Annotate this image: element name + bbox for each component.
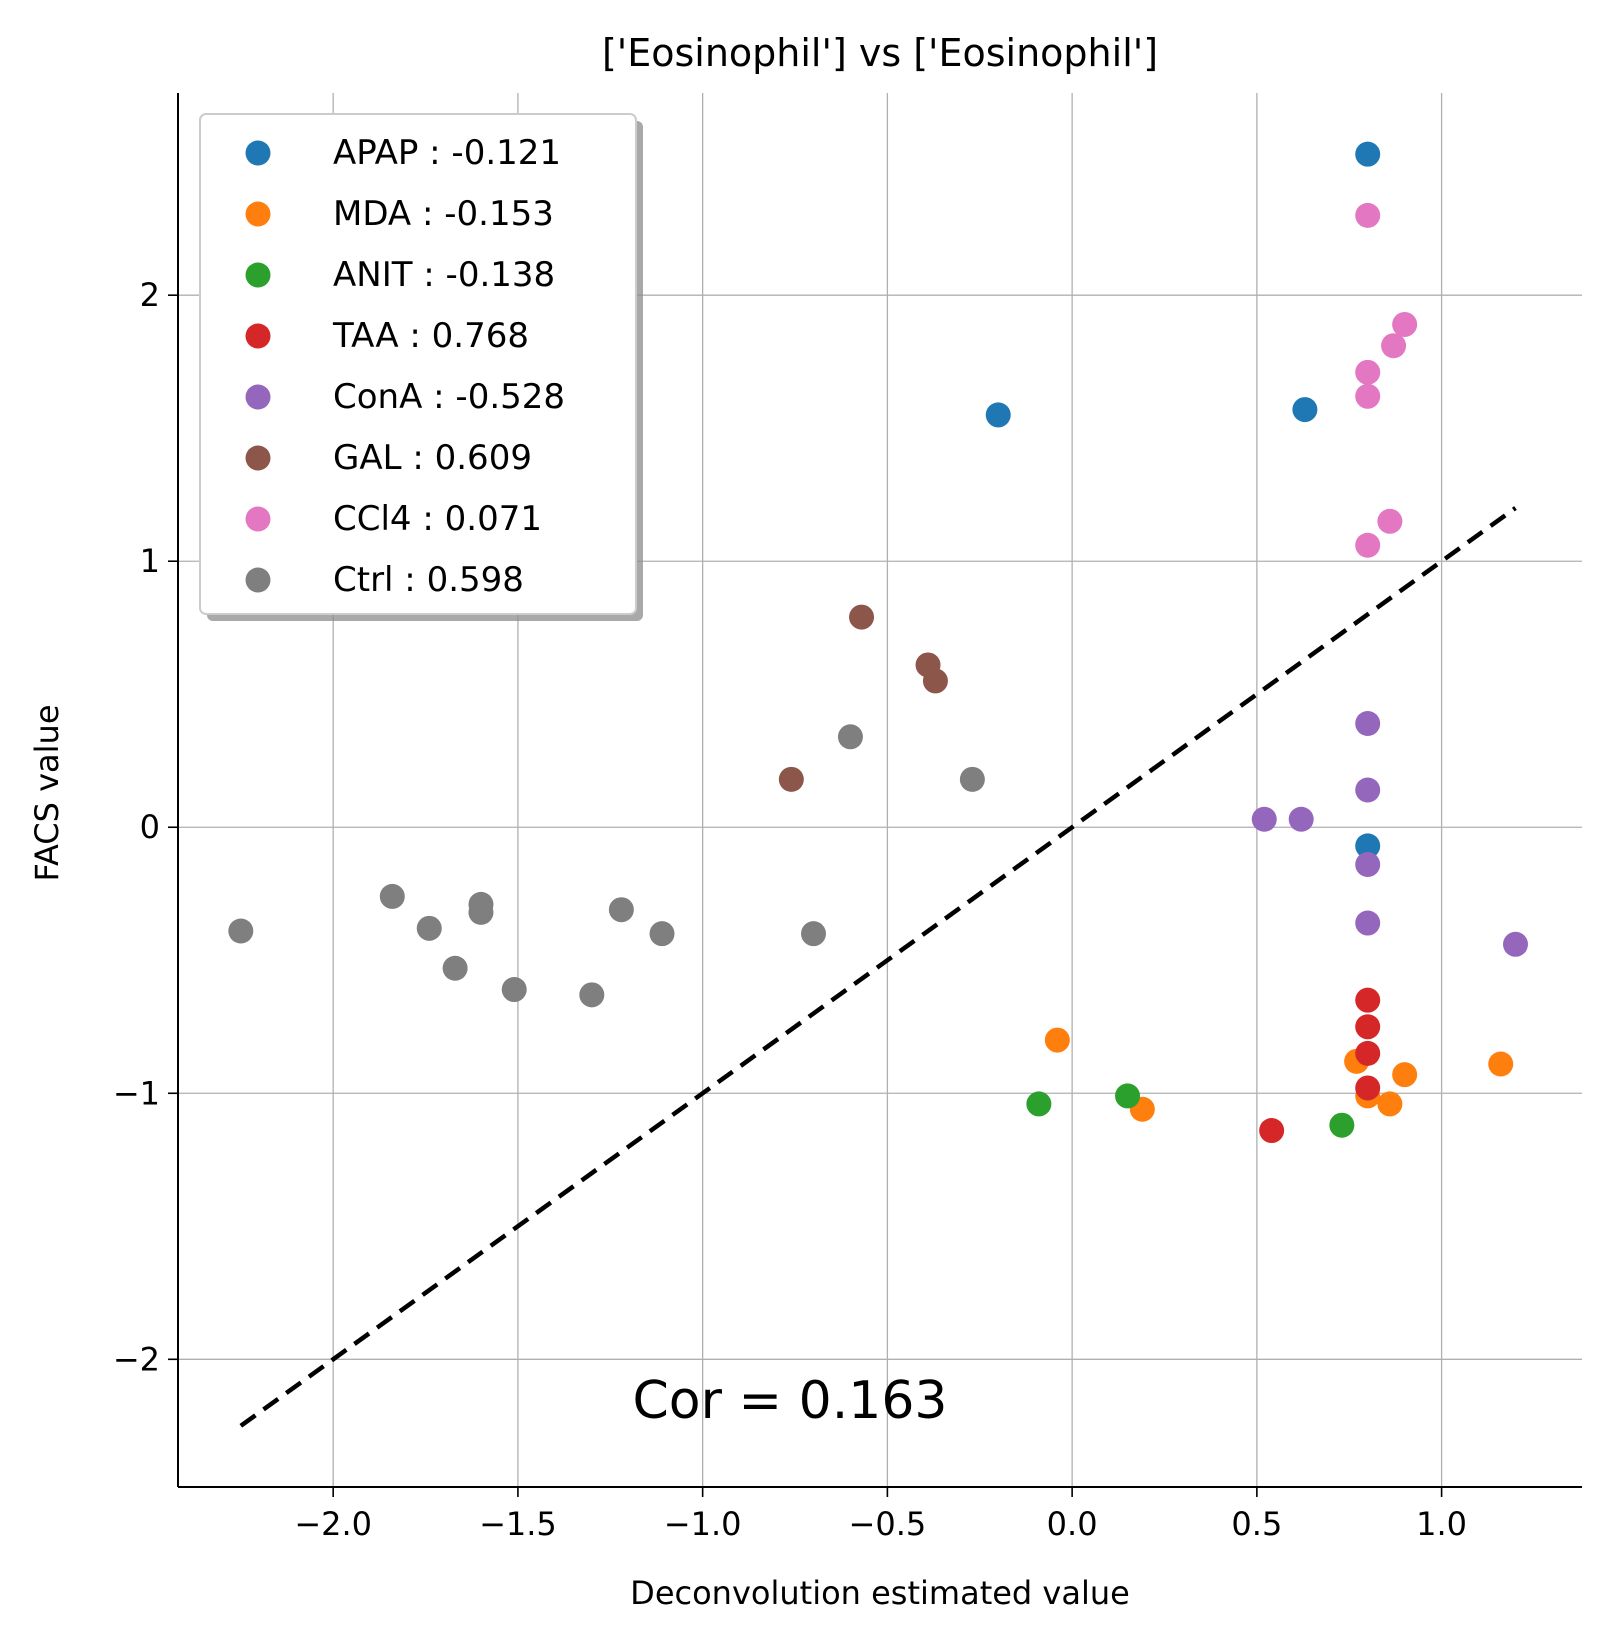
- legend-entry-ccl4: CCl4 : 0.071: [333, 499, 542, 539]
- legend-marker-cona: [245, 384, 271, 410]
- y-tick-label: 0: [140, 808, 160, 846]
- data-point-mda: [1392, 1062, 1418, 1088]
- legend-entry-cona: ConA : -0.528: [333, 377, 565, 417]
- y-tick-label: −1: [113, 1074, 160, 1112]
- data-point-anit: [1026, 1091, 1052, 1117]
- legend-entry-ctrl: Ctrl : 0.598: [333, 560, 524, 600]
- data-point-ccl4: [1377, 508, 1403, 534]
- x-tick-label: 1.0: [1416, 1505, 1467, 1543]
- data-point-ccl4: [1355, 359, 1381, 385]
- data-point-apap: [1355, 141, 1381, 167]
- data-point-ctrl: [800, 921, 826, 947]
- y-axis-label: FACS value: [28, 704, 66, 881]
- data-point-ctrl: [579, 982, 605, 1008]
- data-point-ctrl: [379, 883, 405, 909]
- legend-entry-mda: MDA : -0.153: [333, 194, 554, 234]
- data-point-cona: [1355, 851, 1381, 877]
- data-point-mda: [1488, 1051, 1514, 1077]
- reference-line-group: [239, 506, 1517, 1428]
- data-point-ctrl: [228, 918, 254, 944]
- data-point-ccl4: [1392, 311, 1418, 337]
- data-point-mda: [1044, 1027, 1070, 1053]
- axes: [168, 93, 1582, 1497]
- data-point-ctrl: [468, 899, 494, 925]
- data-point-ctrl: [416, 915, 442, 941]
- legend-marker-ctrl: [245, 567, 271, 593]
- data-point-ccl4: [1355, 383, 1381, 409]
- legend: APAP : -0.121 MDA : -0.153 ANIT : -0.138 TA…: [199, 113, 643, 621]
- x-tick-label: −2.0: [294, 1505, 372, 1543]
- data-point-gal: [922, 668, 948, 694]
- data-point-taa: [1355, 1040, 1381, 1066]
- data-point-ctrl: [501, 977, 527, 1003]
- legend-frame: [199, 113, 637, 615]
- data-point-anit: [1329, 1112, 1355, 1138]
- data-point-taa: [1259, 1118, 1285, 1144]
- legend-entry-apap: APAP : -0.121: [333, 133, 561, 173]
- data-point-ctrl: [649, 921, 675, 947]
- data-point-apap: [985, 402, 1011, 428]
- legend-marker-anit: [245, 262, 271, 288]
- y-tick-label: 2: [140, 276, 160, 314]
- legend-entry-anit: ANIT : -0.138: [333, 255, 555, 295]
- data-point-ctrl: [608, 897, 634, 923]
- legend-marker-gal: [245, 445, 271, 471]
- y-tick-label: −2: [113, 1340, 160, 1378]
- data-points: [228, 141, 1528, 1144]
- data-point-ccl4: [1381, 333, 1407, 359]
- data-point-taa: [1355, 1014, 1381, 1040]
- data-point-ccl4: [1355, 202, 1381, 228]
- x-tick-label: 0.0: [1047, 1505, 1098, 1543]
- y-tick-label: 1: [140, 542, 160, 580]
- data-point-taa: [1355, 987, 1381, 1013]
- data-point-cona: [1355, 910, 1381, 936]
- data-point-cona: [1251, 806, 1277, 832]
- data-point-ctrl: [837, 724, 863, 750]
- data-point-gal: [849, 604, 875, 630]
- chart-title: ['Eosinophil'] vs ['Eosinophil']: [602, 31, 1158, 75]
- data-point-ctrl: [959, 766, 985, 792]
- y-tick-labels: −2 −1 0 1 2: [113, 276, 160, 1378]
- data-point-cona: [1355, 777, 1381, 803]
- data-point-ccl4: [1355, 532, 1381, 558]
- data-point-gal: [778, 766, 804, 792]
- legend-marker-apap: [245, 140, 271, 166]
- data-point-anit: [1115, 1083, 1141, 1109]
- correlation-annotation: Cor = 0.163: [633, 1371, 948, 1431]
- x-tick-label: −1.5: [479, 1505, 557, 1543]
- x-tick-labels: −2.0 −1.5 −1.0 −0.5 0.0 0.5 1.0: [294, 1505, 1467, 1543]
- data-point-apap: [1355, 833, 1381, 859]
- x-tick-label: −1.0: [664, 1505, 742, 1543]
- legend-marker-mda: [245, 201, 271, 227]
- legend-entry-taa: TAA : 0.768: [332, 316, 529, 356]
- data-point-mda: [1377, 1091, 1403, 1117]
- legend-marker-taa: [245, 323, 271, 349]
- x-axis-label: Deconvolution estimated value: [630, 1574, 1130, 1612]
- data-point-cona: [1288, 806, 1314, 832]
- data-point-taa: [1355, 1075, 1381, 1101]
- x-tick-label: 0.5: [1231, 1505, 1282, 1543]
- diagonal-reference-line: [239, 506, 1517, 1428]
- legend-marker-ccl4: [245, 506, 271, 532]
- data-point-cona: [1502, 931, 1528, 957]
- data-point-cona: [1355, 710, 1381, 736]
- data-point-apap: [1292, 397, 1318, 423]
- x-tick-label: −0.5: [849, 1505, 927, 1543]
- data-point-ctrl: [442, 955, 468, 981]
- legend-entry-gal: GAL : 0.609: [333, 438, 532, 478]
